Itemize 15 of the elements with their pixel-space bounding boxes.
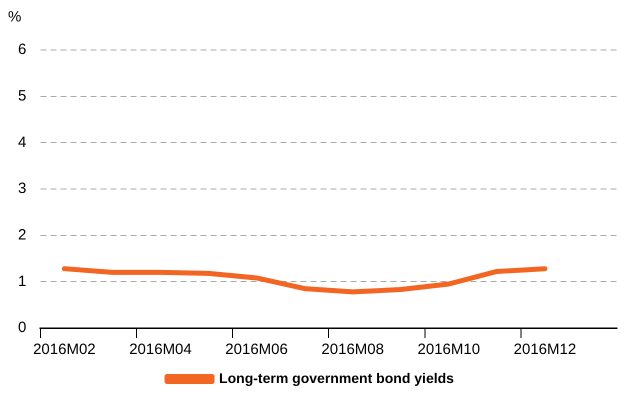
y-tick-label: 6 bbox=[18, 41, 26, 58]
x-tick-label: 2016M08 bbox=[321, 341, 384, 358]
y-tick-label: 2 bbox=[18, 226, 26, 244]
x-tick-label: 2016M04 bbox=[129, 341, 192, 358]
x-tick-label: 2016M02 bbox=[33, 341, 96, 358]
y-tick-label: 1 bbox=[18, 272, 26, 290]
y-tick-label: 4 bbox=[18, 134, 26, 151]
y-tick-label: 3 bbox=[18, 180, 26, 198]
x-tick-label: 2016M10 bbox=[418, 341, 480, 358]
y-tick-label: 5 bbox=[18, 87, 26, 104]
y-tick-label: 0 bbox=[18, 319, 26, 336]
x-tick-label: 2016M06 bbox=[225, 341, 288, 358]
legend-label: Long-term government bond yields bbox=[219, 370, 454, 386]
x-tick-label: 2016M12 bbox=[514, 341, 576, 358]
y-axis-title: % bbox=[8, 8, 22, 26]
